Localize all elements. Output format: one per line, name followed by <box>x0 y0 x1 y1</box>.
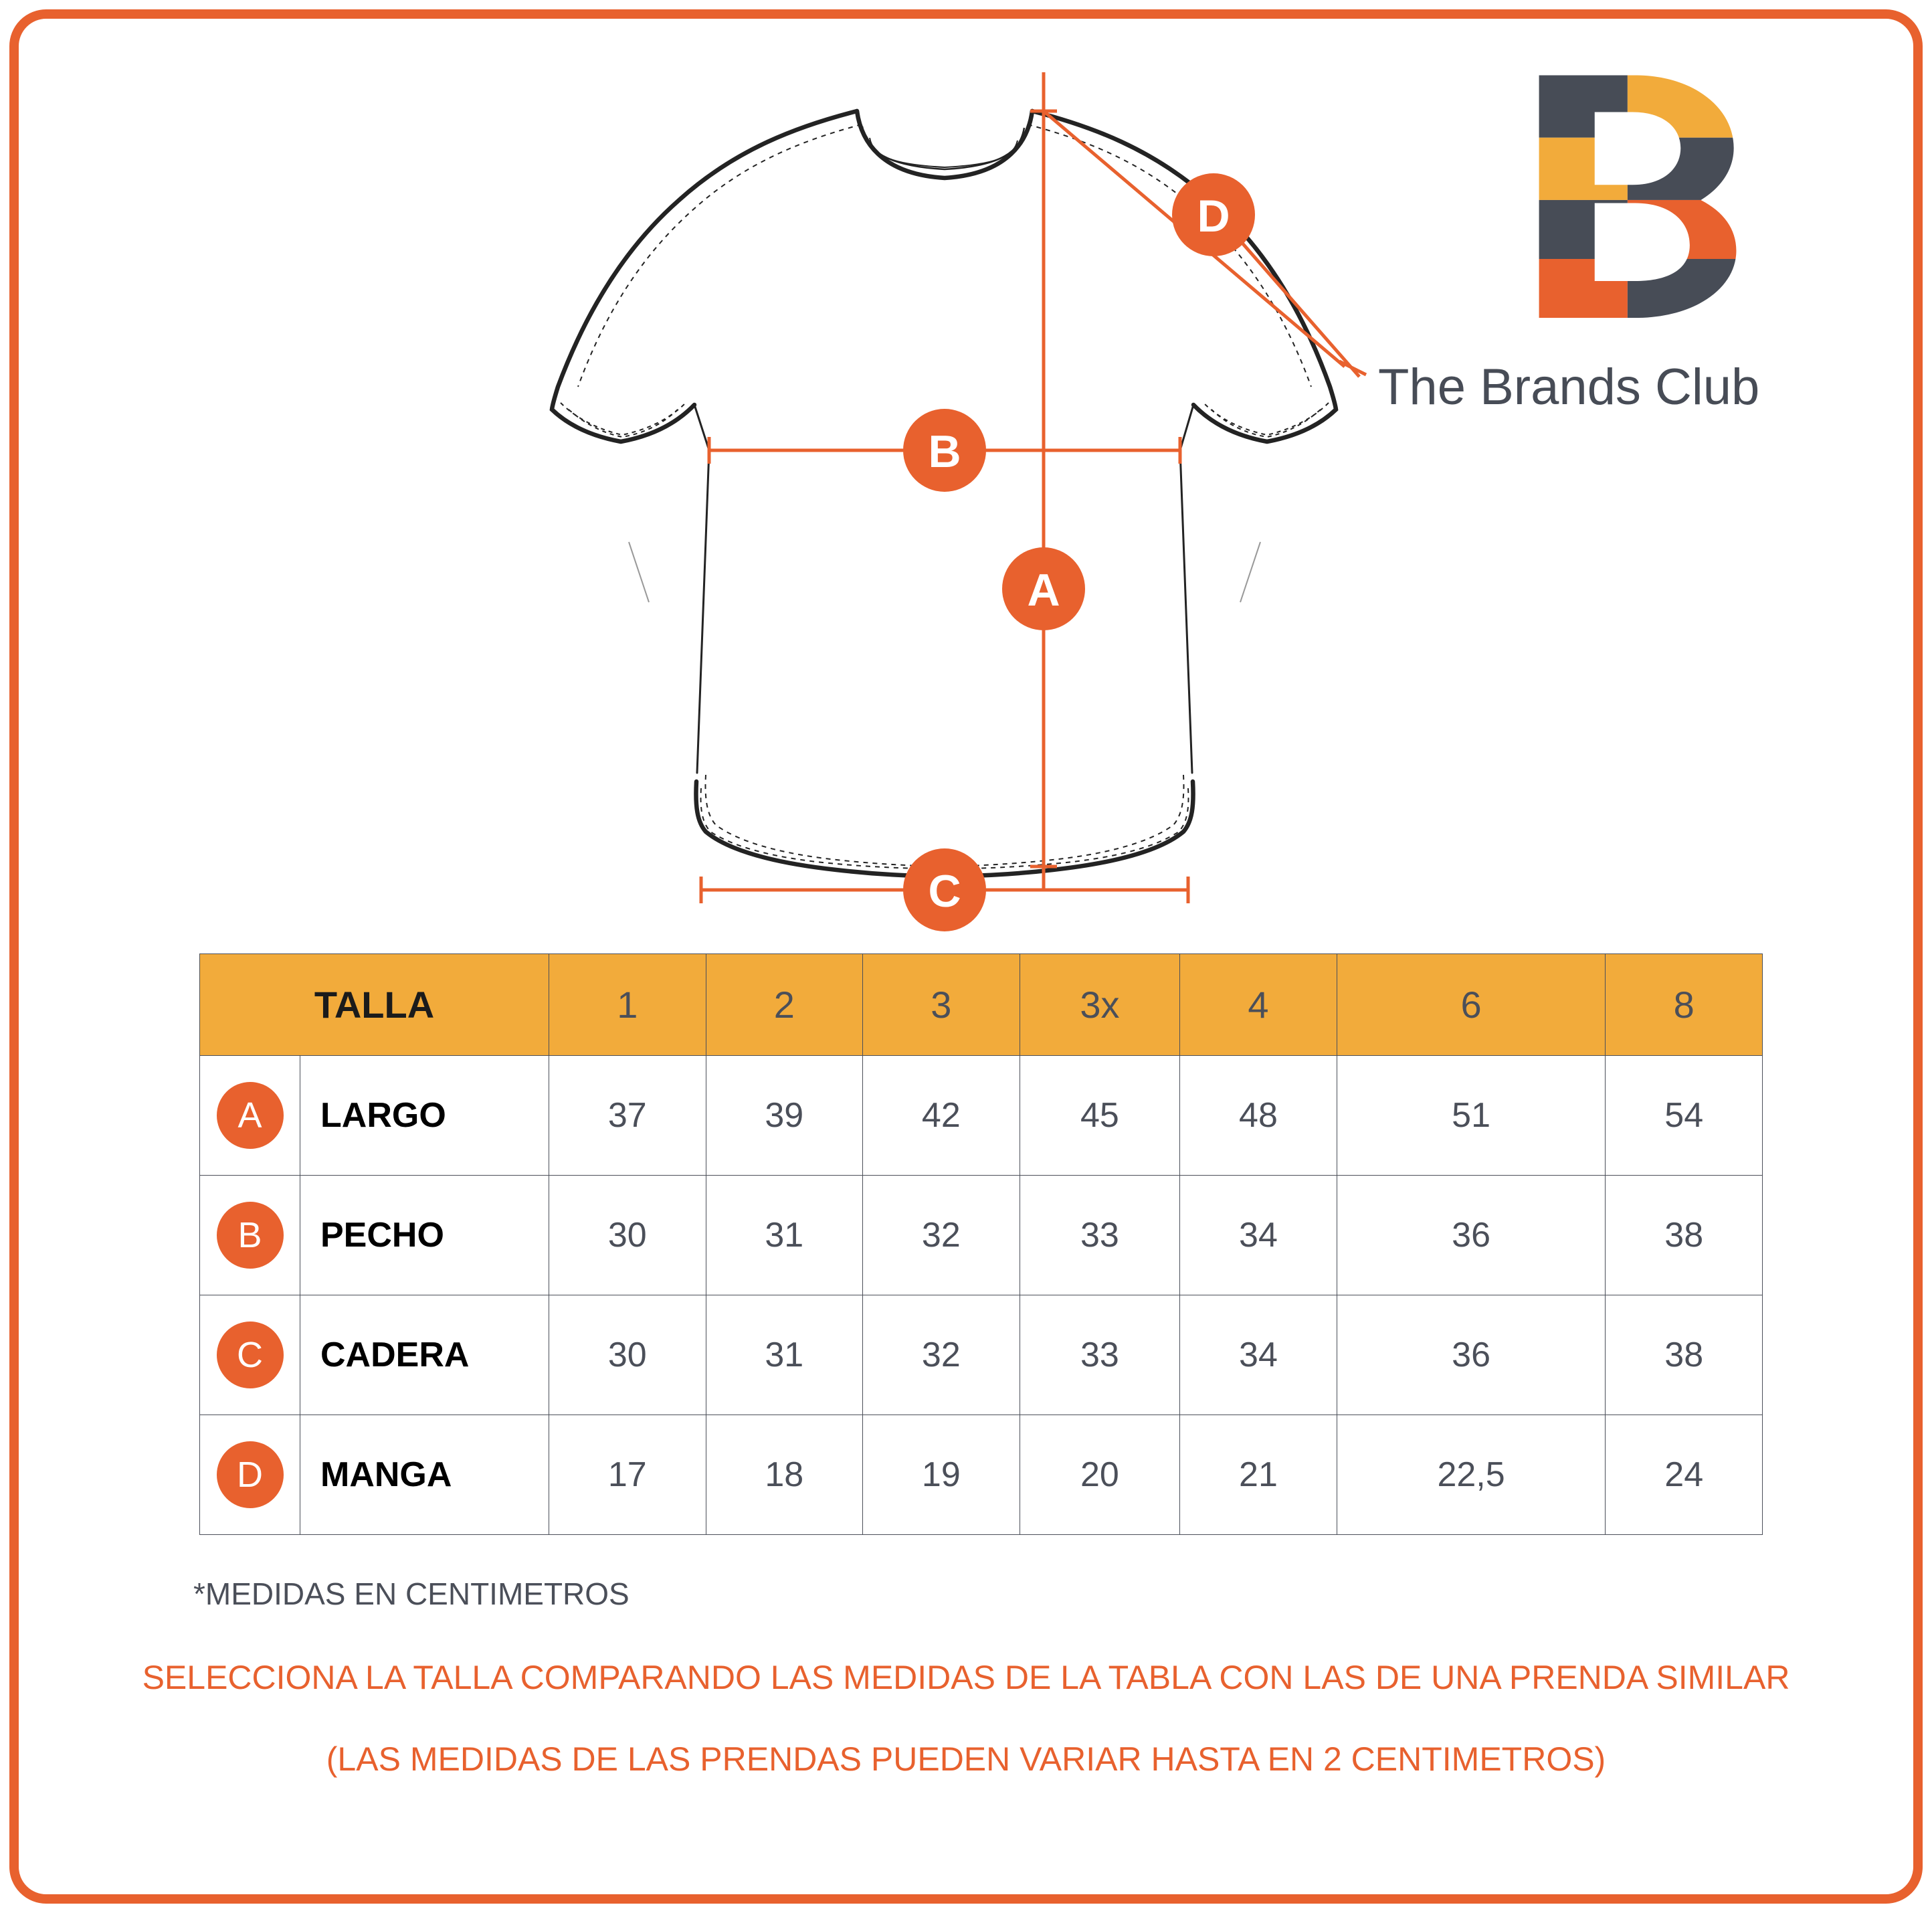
svg-text:A: A <box>1027 565 1060 616</box>
svg-text:C: C <box>928 866 961 917</box>
svg-text:B: B <box>928 426 961 477</box>
svg-text:D: D <box>1197 191 1230 242</box>
